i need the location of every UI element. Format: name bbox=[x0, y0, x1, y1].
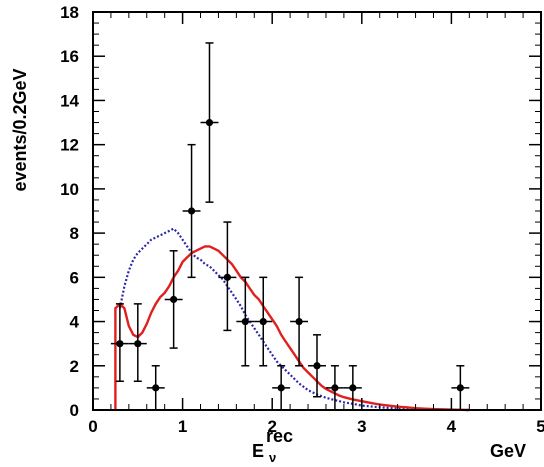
data-marker bbox=[134, 340, 142, 348]
data-point bbox=[236, 276, 255, 367]
x-tick-label: 0 bbox=[88, 417, 97, 436]
data-marker bbox=[331, 384, 339, 392]
data-marker bbox=[456, 384, 464, 392]
data-point bbox=[272, 365, 291, 411]
data-marker bbox=[295, 317, 303, 326]
data-point bbox=[451, 365, 470, 411]
data-marker bbox=[223, 273, 231, 281]
plot-frame bbox=[92, 11, 542, 411]
y-tick-label: 4 bbox=[70, 313, 80, 332]
data-point bbox=[325, 365, 344, 411]
x-axis-label: E ν bbox=[252, 441, 276, 465]
data-point bbox=[110, 303, 129, 383]
data-point bbox=[164, 250, 183, 349]
data-marker bbox=[152, 384, 160, 392]
data-point bbox=[290, 276, 309, 367]
x-axis-label-sup: rec bbox=[266, 426, 293, 446]
y-tick-label: 6 bbox=[70, 268, 79, 287]
y-tick-label: 14 bbox=[60, 91, 79, 110]
data-point bbox=[128, 303, 147, 383]
y-tick-label: 2 bbox=[70, 357, 79, 376]
model-curves bbox=[114, 227, 470, 412]
data-point bbox=[343, 365, 362, 411]
data-marker bbox=[259, 317, 267, 326]
x-tick-label: 1 bbox=[178, 417, 187, 436]
data-point bbox=[182, 143, 201, 279]
data-point bbox=[254, 276, 273, 367]
data-point bbox=[308, 334, 326, 398]
x-axis-label-main: E bbox=[252, 441, 264, 461]
data-point bbox=[218, 221, 237, 332]
x-tick-label: 3 bbox=[357, 417, 366, 436]
y-tick-label: 10 bbox=[60, 180, 79, 199]
y-tick-label: 16 bbox=[60, 47, 79, 66]
x-tick-label: 5 bbox=[536, 417, 544, 436]
data-points bbox=[110, 42, 470, 411]
y-tick-label: 0 bbox=[70, 401, 79, 420]
y-axis-label: events/0.2GeV bbox=[10, 68, 30, 191]
x-tick-label: 2 bbox=[267, 417, 276, 436]
data-point bbox=[146, 365, 165, 411]
y-tick-label: 12 bbox=[60, 136, 79, 155]
data-marker bbox=[116, 340, 124, 348]
data-marker bbox=[205, 118, 214, 127]
x-axis-label-sub: ν bbox=[269, 450, 276, 465]
y-tick-label: 18 bbox=[60, 3, 79, 22]
data-point bbox=[200, 42, 219, 203]
data-marker bbox=[349, 384, 357, 392]
x-axis-unit: GeV bbox=[490, 441, 526, 461]
x-tick-label: 4 bbox=[447, 417, 457, 436]
dotted-series-line bbox=[118, 227, 470, 412]
solid-series-line bbox=[114, 245, 470, 412]
data-marker bbox=[241, 317, 249, 326]
data-marker bbox=[170, 295, 178, 304]
data-marker bbox=[313, 362, 321, 370]
y-tick-label: 8 bbox=[70, 224, 79, 243]
data-marker bbox=[277, 384, 285, 392]
data-marker bbox=[187, 207, 196, 215]
